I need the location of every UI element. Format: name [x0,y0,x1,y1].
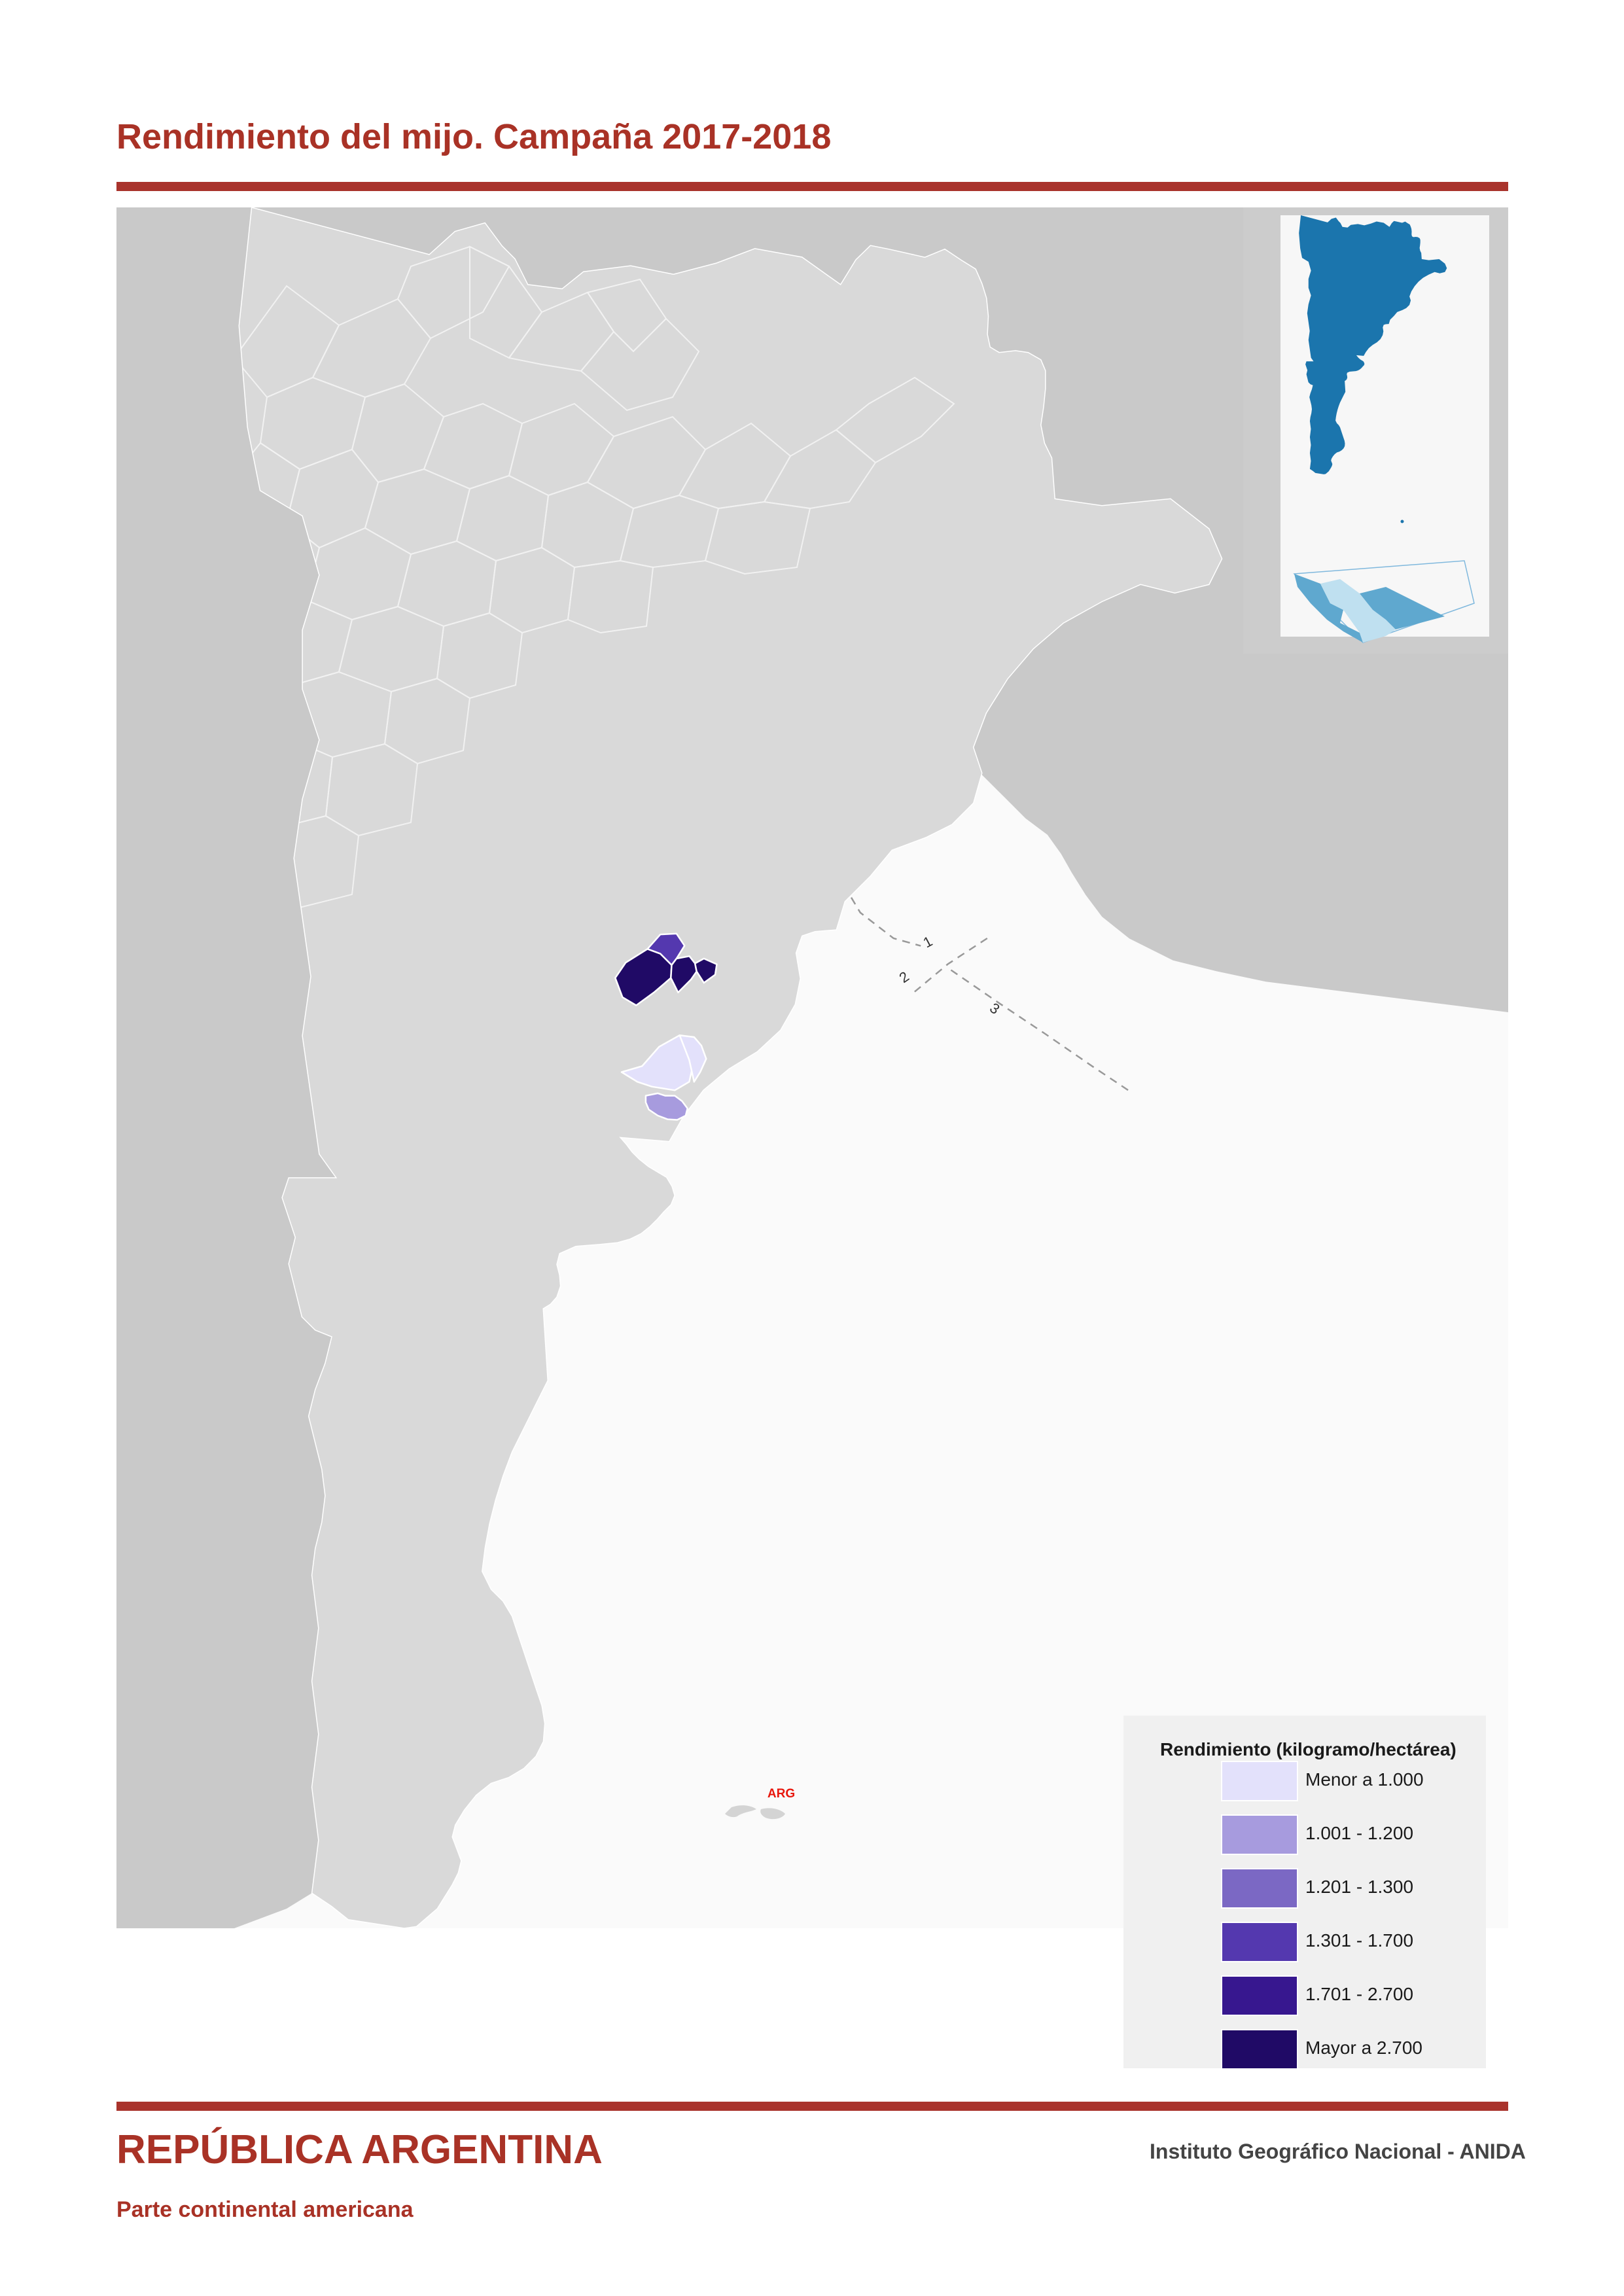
svg-text:ARG: ARG [768,1787,795,1801]
